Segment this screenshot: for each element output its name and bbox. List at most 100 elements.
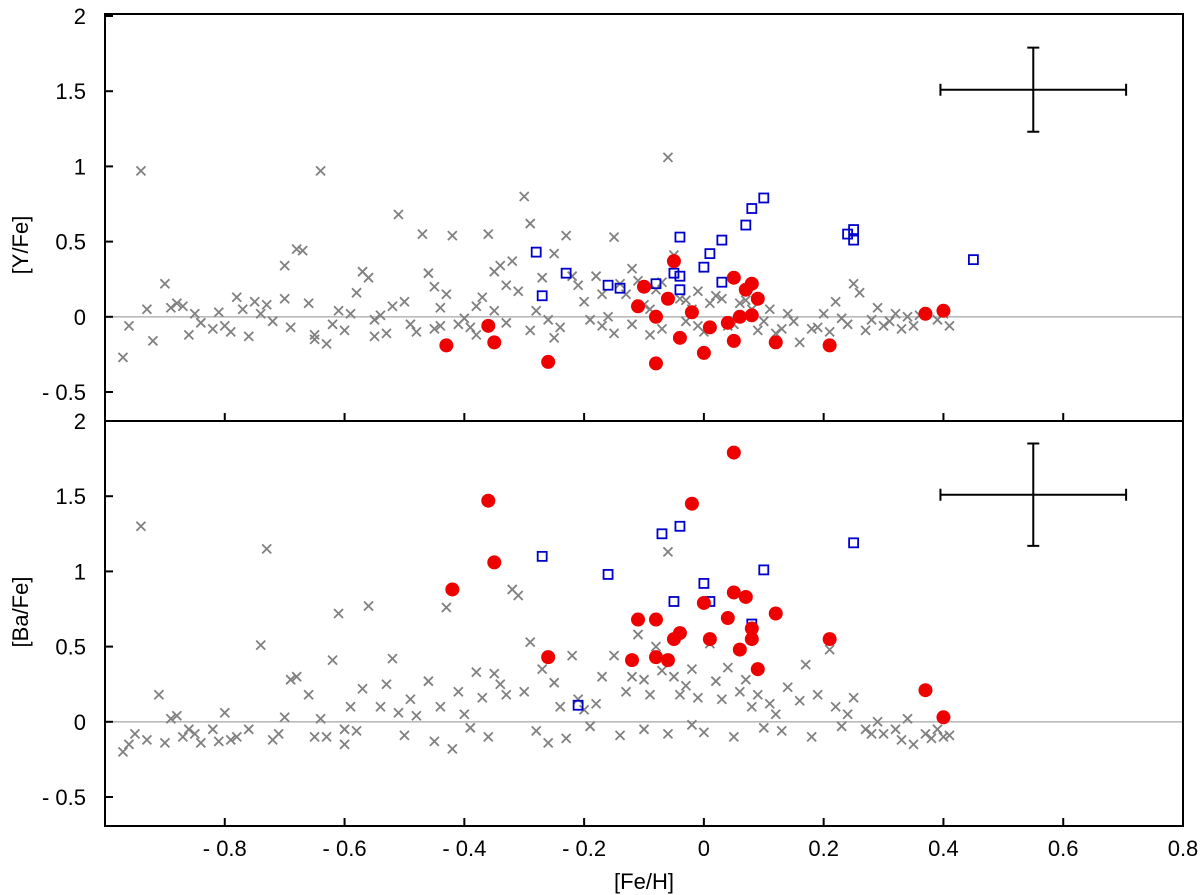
x-marker: [345, 308, 356, 319]
x-marker: [692, 286, 704, 297]
square-marker: [656, 528, 668, 540]
x-marker: [800, 659, 811, 670]
x-marker: [812, 322, 823, 333]
square-marker: [674, 231, 686, 243]
x-marker: [555, 322, 566, 333]
x-marker: [668, 671, 680, 682]
x-marker: [566, 650, 578, 661]
square-marker: [758, 192, 770, 204]
x-marker: [195, 737, 206, 748]
x-marker: [465, 722, 476, 733]
x-marker: [525, 325, 536, 336]
xlabel: [Fe/H]: [614, 869, 674, 894]
x-marker: [441, 289, 452, 300]
square-marker: [614, 282, 626, 294]
square-marker: [650, 278, 662, 290]
circle-marker: [726, 585, 741, 600]
x-marker: [596, 671, 608, 682]
x-marker: [363, 600, 374, 612]
x-marker: [429, 281, 440, 292]
x-marker: [477, 292, 488, 303]
circle-marker: [631, 612, 646, 627]
x-marker: [794, 337, 805, 348]
x-marker: [626, 671, 638, 682]
square-marker: [560, 267, 572, 279]
x-marker: [423, 268, 434, 279]
x-marker: [183, 329, 194, 340]
x-marker: [213, 307, 224, 318]
circle-marker: [684, 305, 699, 320]
x-marker: [716, 694, 727, 705]
x-marker: [698, 727, 710, 738]
x-marker: [602, 311, 614, 322]
x-marker: [848, 692, 859, 703]
x-marker: [866, 314, 877, 325]
square-marker: [602, 569, 614, 580]
x-marker: [489, 668, 500, 679]
top-ylabel: [Y/Fe]: [8, 216, 33, 275]
x-marker: [369, 331, 380, 342]
x-marker: [944, 730, 955, 741]
x-marker: [519, 686, 530, 697]
y-tick-label: 0.5: [55, 635, 86, 660]
x-marker: [159, 737, 171, 748]
series-open-squares: [530, 192, 979, 302]
x-marker: [501, 280, 512, 291]
x-marker: [908, 320, 919, 331]
x-marker: [375, 701, 386, 712]
x-marker: [890, 308, 901, 319]
x-marker: [740, 674, 751, 685]
x-marker: [405, 694, 416, 705]
x-marker: [878, 728, 889, 739]
x-marker: [782, 308, 793, 319]
x-marker: [860, 724, 871, 735]
circle-marker: [738, 589, 753, 604]
x-marker: [531, 305, 542, 316]
x-marker: [243, 331, 254, 342]
x-marker: [638, 674, 650, 685]
x-marker: [555, 701, 566, 712]
x-marker: [812, 689, 823, 700]
x-marker: [417, 228, 428, 240]
x-marker: [339, 724, 350, 735]
x-marker: [890, 724, 901, 735]
circle-marker: [702, 320, 717, 335]
x-marker: [141, 304, 153, 315]
x-marker: [578, 704, 590, 715]
x-marker: [429, 736, 440, 747]
x-marker: [932, 724, 943, 735]
x-marker: [716, 293, 727, 304]
x-marker: [608, 650, 620, 661]
x-marker: [537, 664, 548, 675]
square-marker: [602, 279, 614, 291]
x-marker: [692, 320, 704, 331]
x-marker: [447, 230, 458, 241]
square-marker: [668, 267, 680, 279]
x-tick-label: - 0.6: [323, 836, 367, 861]
x-marker: [561, 230, 572, 241]
x-marker: [758, 316, 769, 327]
x-marker: [782, 682, 793, 693]
y-tick-label: 0.5: [55, 230, 86, 255]
x-marker: [644, 689, 656, 700]
square-marker: [758, 564, 770, 576]
x-marker: [578, 296, 590, 307]
x-marker: [525, 218, 536, 229]
x-marker: [902, 713, 913, 724]
x-marker: [345, 701, 356, 712]
x-marker: [279, 712, 290, 723]
x-marker: [620, 686, 632, 697]
x-marker: [159, 278, 171, 289]
x-marker: [884, 316, 895, 327]
square-marker: [536, 550, 548, 562]
x-marker: [596, 320, 608, 331]
x-marker: [836, 313, 847, 324]
x-marker: [183, 724, 194, 735]
x-tick-label: 0: [698, 836, 710, 861]
x-marker: [171, 298, 183, 309]
circle-marker: [648, 356, 663, 371]
x-marker: [327, 654, 338, 666]
x-marker: [399, 730, 410, 741]
x-marker: [285, 322, 296, 333]
circle-marker: [666, 254, 681, 269]
